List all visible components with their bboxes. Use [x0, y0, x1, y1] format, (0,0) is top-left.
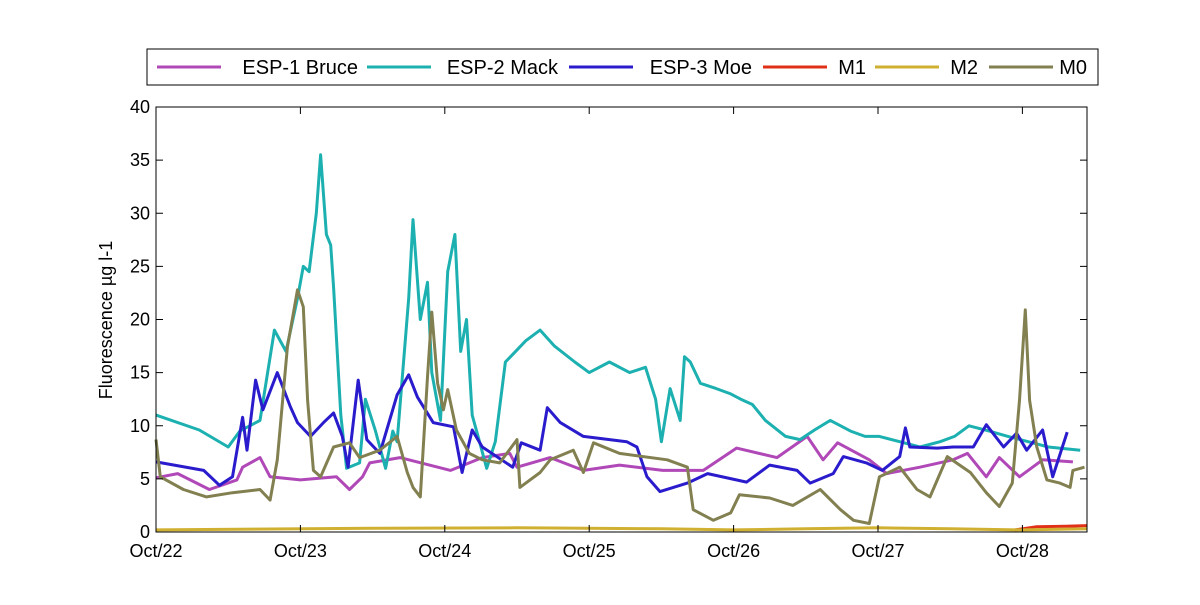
- legend-label: M0: [1059, 57, 1087, 79]
- series-line-esp-3-moe: [155, 371, 1069, 494]
- legend-item-m2: M2: [875, 57, 978, 79]
- series-line-m2: [155, 526, 1088, 532]
- legend-label: M2: [950, 57, 978, 79]
- y-tick-label: 20: [130, 310, 150, 330]
- legend-item-esp-1-bruce: ESP-1 Bruce: [157, 57, 358, 79]
- legend-item-esp-3-moe: ESP-3 Moe: [569, 57, 752, 79]
- legend-item-m1: M1: [763, 57, 866, 79]
- y-tick-label: 0: [140, 522, 150, 542]
- y-tick-label: 10: [130, 416, 150, 436]
- y-tick-label: 35: [130, 150, 150, 170]
- legend: ESP-1 Bruce ESP-2 Mack ESP-3 Moe M1 M2 M0: [146, 48, 1099, 86]
- x-tick-label: Oct/26: [707, 541, 760, 561]
- series-line-m0: [154, 288, 1085, 525]
- x-tick-label: Oct/28: [996, 541, 1049, 561]
- legend-label: ESP-2 Mack: [447, 57, 559, 79]
- x-tick-label: Oct/24: [418, 541, 471, 561]
- legend-label: M1: [838, 57, 866, 79]
- legend-item-esp-2-mack: ESP-2 Mack: [367, 57, 559, 79]
- y-tick-label: 15: [130, 363, 150, 383]
- plot-area: [154, 153, 1088, 532]
- y-tick-label: 5: [140, 469, 150, 489]
- y-tick-label: 30: [130, 203, 150, 223]
- axes-frame: [155, 106, 1088, 533]
- x-tick-label: Oct/22: [129, 541, 182, 561]
- y-axis-label: Fluorescence µg l-1: [96, 241, 116, 399]
- legend-label: ESP-1 Bruce: [242, 57, 358, 79]
- legend-item-m0: M0: [989, 57, 1087, 79]
- legend-label: ESP-3 Moe: [650, 57, 752, 79]
- x-tick-label: Oct/27: [851, 541, 904, 561]
- y-tick-label: 25: [130, 256, 150, 276]
- x-tick-label: Oct/23: [274, 541, 327, 561]
- y-tick-label: 40: [130, 97, 150, 117]
- series-line-esp-2-mack: [155, 153, 1081, 470]
- x-tick-label: Oct/25: [563, 541, 616, 561]
- axis-ticks: 0 5 10 15 20 25 30 35 40 Oct/22 Oct/23 Oct/24 Oct/25…: [129, 97, 1087, 561]
- series-line-m1: [1014, 524, 1088, 532]
